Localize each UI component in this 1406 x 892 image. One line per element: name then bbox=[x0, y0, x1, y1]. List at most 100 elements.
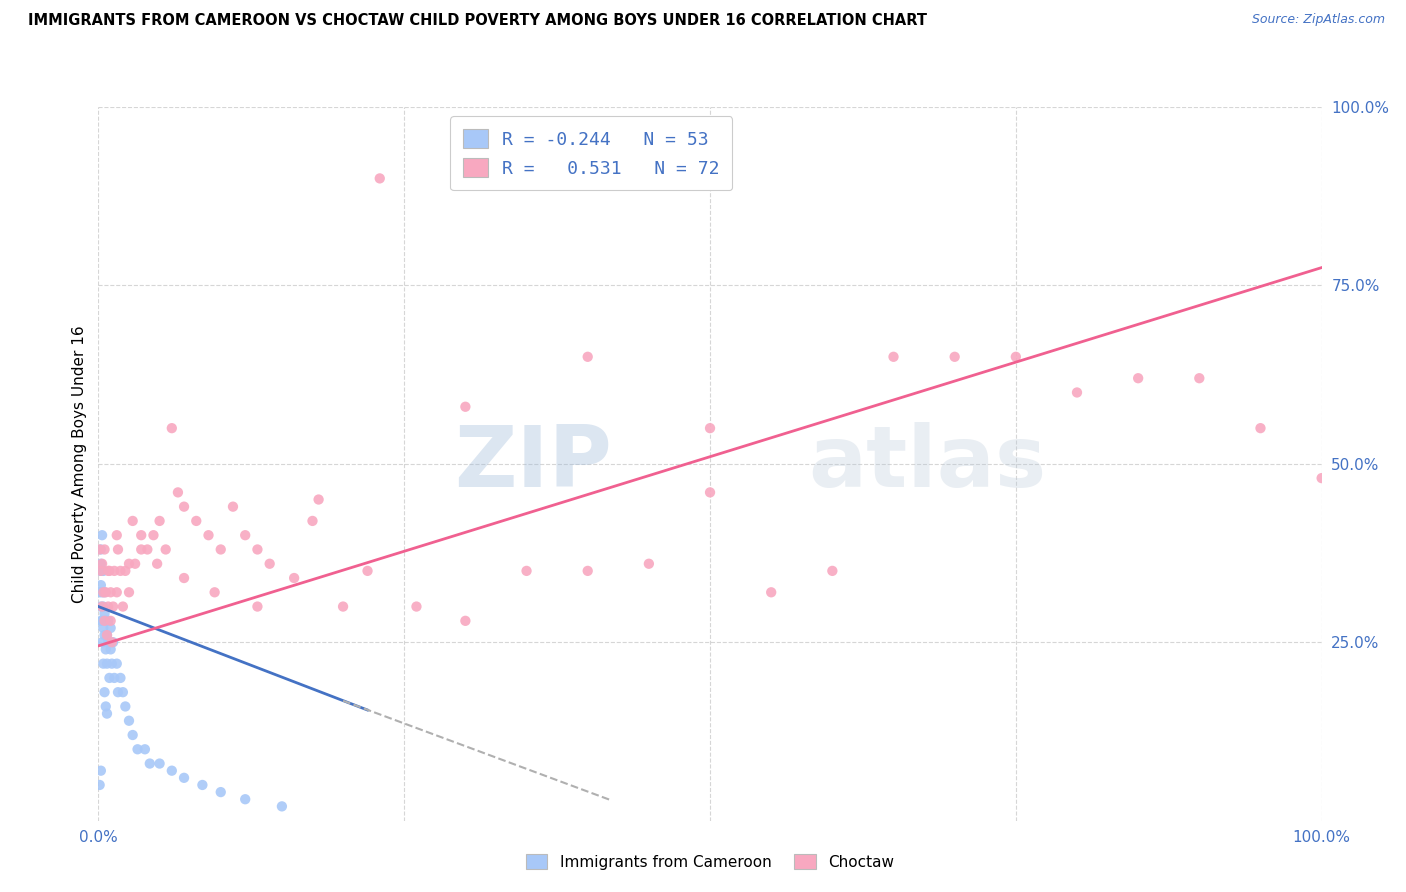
Point bbox=[93, 628, 115, 642]
Point bbox=[94, 699, 117, 714]
Point bbox=[91, 585, 114, 599]
Point bbox=[209, 542, 232, 557]
Point bbox=[89, 564, 111, 578]
Point bbox=[270, 799, 294, 814]
Point bbox=[160, 421, 183, 435]
Point bbox=[90, 578, 112, 592]
Point bbox=[90, 599, 112, 614]
Point bbox=[308, 492, 330, 507]
Point bbox=[1128, 371, 1150, 385]
Point bbox=[136, 542, 159, 557]
Point bbox=[91, 599, 114, 614]
Point bbox=[134, 742, 156, 756]
Point bbox=[160, 764, 183, 778]
Point bbox=[96, 628, 118, 642]
Point bbox=[91, 599, 114, 614]
Point bbox=[94, 614, 117, 628]
Point bbox=[91, 564, 114, 578]
Point bbox=[699, 485, 721, 500]
Point bbox=[91, 657, 114, 671]
Point bbox=[149, 756, 172, 771]
Point bbox=[114, 564, 136, 578]
Point bbox=[259, 557, 281, 571]
Text: atlas: atlas bbox=[808, 422, 1046, 506]
Point bbox=[90, 764, 112, 778]
Point bbox=[93, 685, 115, 699]
Point bbox=[114, 699, 136, 714]
Point bbox=[121, 728, 143, 742]
Point bbox=[105, 657, 128, 671]
Point bbox=[107, 542, 129, 557]
Point bbox=[1188, 371, 1211, 385]
Point bbox=[97, 614, 120, 628]
Point bbox=[883, 350, 905, 364]
Legend: Immigrants from Cameroon, Choctaw: Immigrants from Cameroon, Choctaw bbox=[519, 846, 901, 877]
Point bbox=[91, 614, 114, 628]
Point bbox=[124, 557, 146, 571]
Point bbox=[100, 642, 122, 657]
Point bbox=[101, 635, 124, 649]
Point bbox=[454, 400, 477, 414]
Point bbox=[91, 585, 114, 599]
Point bbox=[142, 528, 165, 542]
Point bbox=[90, 542, 112, 557]
Point bbox=[204, 585, 226, 599]
Point bbox=[197, 528, 219, 542]
Text: ZIP: ZIP bbox=[454, 422, 612, 506]
Point bbox=[91, 635, 114, 649]
Point bbox=[91, 557, 114, 571]
Point bbox=[105, 585, 128, 599]
Point bbox=[101, 657, 124, 671]
Point bbox=[118, 585, 141, 599]
Point bbox=[129, 542, 152, 557]
Point bbox=[94, 642, 117, 657]
Y-axis label: Child Poverty Among Boys Under 16: Child Poverty Among Boys Under 16 bbox=[72, 325, 87, 603]
Point bbox=[233, 528, 256, 542]
Point bbox=[356, 564, 378, 578]
Point bbox=[761, 585, 783, 599]
Point bbox=[90, 564, 112, 578]
Point bbox=[89, 778, 111, 792]
Text: IMMIGRANTS FROM CAMEROON VS CHOCTAW CHILD POVERTY AMONG BOYS UNDER 16 CORRELATIO: IMMIGRANTS FROM CAMEROON VS CHOCTAW CHIL… bbox=[28, 13, 927, 29]
Point bbox=[943, 350, 966, 364]
Point bbox=[576, 564, 599, 578]
Point bbox=[111, 599, 134, 614]
Point bbox=[209, 785, 232, 799]
Text: Source: ZipAtlas.com: Source: ZipAtlas.com bbox=[1251, 13, 1385, 27]
Point bbox=[97, 599, 120, 614]
Point bbox=[93, 542, 115, 557]
Point bbox=[97, 564, 120, 578]
Point bbox=[332, 599, 354, 614]
Point bbox=[91, 528, 114, 542]
Point bbox=[110, 671, 132, 685]
Point bbox=[96, 628, 118, 642]
Point bbox=[191, 778, 214, 792]
Point bbox=[222, 500, 245, 514]
Point bbox=[96, 706, 118, 721]
Point bbox=[93, 614, 115, 628]
Point bbox=[699, 421, 721, 435]
Point bbox=[167, 485, 190, 500]
Point bbox=[103, 564, 125, 578]
Point bbox=[821, 564, 844, 578]
Point bbox=[91, 564, 114, 578]
Point bbox=[1310, 471, 1333, 485]
Point bbox=[155, 542, 177, 557]
Point bbox=[89, 585, 111, 599]
Point bbox=[118, 557, 141, 571]
Point bbox=[454, 614, 477, 628]
Point bbox=[173, 500, 195, 514]
Point bbox=[100, 585, 122, 599]
Point bbox=[173, 571, 195, 585]
Point bbox=[110, 564, 132, 578]
Point bbox=[93, 585, 115, 599]
Point bbox=[233, 792, 256, 806]
Point bbox=[121, 514, 143, 528]
Point bbox=[637, 557, 661, 571]
Point bbox=[103, 671, 125, 685]
Point bbox=[149, 514, 172, 528]
Point bbox=[301, 514, 323, 528]
Point bbox=[246, 542, 269, 557]
Point bbox=[1004, 350, 1026, 364]
Point bbox=[97, 635, 120, 649]
